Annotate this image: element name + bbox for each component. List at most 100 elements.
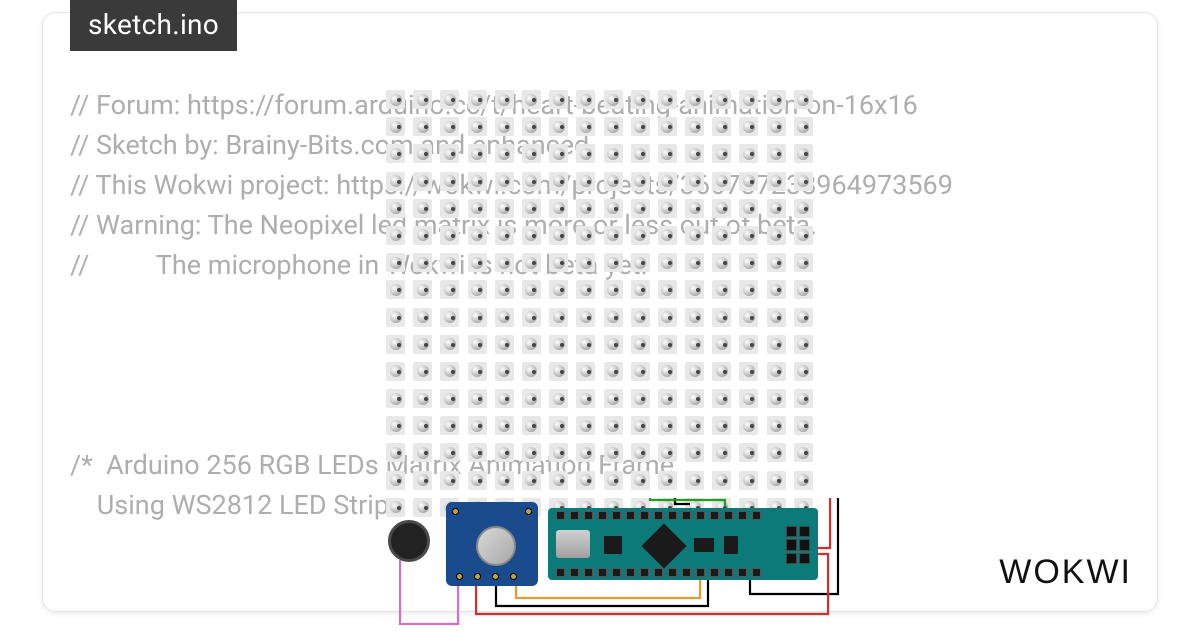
led-pixel bbox=[767, 90, 786, 109]
led-pixel bbox=[767, 199, 786, 218]
led-pixel bbox=[739, 199, 758, 218]
led-pixel bbox=[658, 144, 677, 163]
led-pixel bbox=[767, 280, 786, 299]
led-pixel bbox=[631, 199, 650, 218]
led-pixel bbox=[658, 90, 677, 109]
led-pixel bbox=[767, 226, 786, 245]
led-pixel bbox=[767, 416, 786, 435]
usb-connector bbox=[556, 530, 590, 558]
led-pixel bbox=[413, 280, 432, 299]
led-pixel bbox=[522, 335, 541, 354]
led-pixel bbox=[712, 471, 731, 490]
led-pixel bbox=[522, 117, 541, 136]
board-pin bbox=[584, 511, 593, 520]
led-pixel bbox=[604, 144, 623, 163]
led-pixel bbox=[685, 117, 704, 136]
led-pixel bbox=[631, 443, 650, 462]
led-pixel bbox=[631, 144, 650, 163]
led-pixel bbox=[658, 199, 677, 218]
led-pixel bbox=[739, 308, 758, 327]
led-pixel bbox=[386, 443, 405, 462]
board-pin bbox=[738, 511, 747, 520]
led-pixel bbox=[604, 172, 623, 191]
led-pixel bbox=[522, 226, 541, 245]
board-pin bbox=[626, 511, 635, 520]
led-pixel bbox=[386, 117, 405, 136]
led-pixel bbox=[440, 471, 459, 490]
led-pixel bbox=[413, 199, 432, 218]
led-pixel bbox=[386, 144, 405, 163]
led-pixel bbox=[522, 172, 541, 191]
led-pixel bbox=[739, 335, 758, 354]
led-pixel bbox=[549, 280, 568, 299]
microphone-component[interactable] bbox=[388, 520, 430, 562]
led-pixel bbox=[631, 471, 650, 490]
led-pixel bbox=[468, 172, 487, 191]
led-pixel bbox=[794, 144, 813, 163]
board-pin bbox=[640, 568, 649, 577]
board-pin bbox=[626, 568, 635, 577]
led-pixel bbox=[794, 117, 813, 136]
led-pixel bbox=[522, 471, 541, 490]
arduino-nano-board[interactable] bbox=[548, 508, 818, 580]
led-pixel bbox=[767, 308, 786, 327]
led-pixel bbox=[739, 172, 758, 191]
led-pixel bbox=[576, 226, 595, 245]
led-pixel bbox=[604, 117, 623, 136]
led-pixel bbox=[631, 416, 650, 435]
led-pixel bbox=[631, 308, 650, 327]
led-pixel bbox=[468, 308, 487, 327]
led-pixel bbox=[685, 362, 704, 381]
led-pixel bbox=[495, 443, 514, 462]
led-pixel bbox=[794, 416, 813, 435]
led-pixel bbox=[549, 144, 568, 163]
board-pin bbox=[584, 568, 593, 577]
led-pixel bbox=[549, 308, 568, 327]
led-pixel bbox=[522, 416, 541, 435]
board-pin bbox=[598, 511, 607, 520]
led-pixel bbox=[440, 253, 459, 272]
led-pixel bbox=[468, 253, 487, 272]
led-pixel bbox=[386, 389, 405, 408]
led-pixel bbox=[712, 90, 731, 109]
led-pixel bbox=[386, 199, 405, 218]
led-pixel bbox=[739, 416, 758, 435]
led-pixel bbox=[712, 389, 731, 408]
led-pixel bbox=[386, 253, 405, 272]
led-pixel bbox=[522, 90, 541, 109]
led-pixel bbox=[495, 226, 514, 245]
led-pixel bbox=[685, 389, 704, 408]
led-pixel bbox=[386, 471, 405, 490]
led-pixel bbox=[440, 280, 459, 299]
led-pixel bbox=[739, 90, 758, 109]
led-pixel bbox=[440, 199, 459, 218]
led-pixel bbox=[386, 172, 405, 191]
led-pixel bbox=[685, 199, 704, 218]
led-pixel bbox=[576, 144, 595, 163]
led-pixel bbox=[658, 335, 677, 354]
led-pixel bbox=[739, 144, 758, 163]
file-tab-label: sketch.ino bbox=[88, 8, 219, 41]
led-pixel bbox=[468, 280, 487, 299]
board-pin bbox=[556, 511, 565, 520]
led-pixel bbox=[440, 389, 459, 408]
led-pixel bbox=[794, 90, 813, 109]
led-pixel bbox=[604, 308, 623, 327]
led-pixel bbox=[685, 253, 704, 272]
wokwi-logo: WOKWI bbox=[999, 553, 1132, 592]
board-pin bbox=[570, 568, 579, 577]
led-pixel bbox=[495, 335, 514, 354]
led-pixel bbox=[386, 226, 405, 245]
led-pixel bbox=[767, 144, 786, 163]
led-pixel bbox=[576, 308, 595, 327]
led-pixel bbox=[576, 416, 595, 435]
board-pin bbox=[668, 511, 677, 520]
file-tab[interactable]: sketch.ino bbox=[70, 0, 237, 51]
led-pixel bbox=[413, 172, 432, 191]
led-pixel bbox=[767, 389, 786, 408]
board-pin bbox=[640, 511, 649, 520]
led-pixel bbox=[468, 144, 487, 163]
led-pixel bbox=[604, 471, 623, 490]
led-pixel bbox=[549, 226, 568, 245]
sound-sensor-board[interactable] bbox=[446, 502, 538, 586]
